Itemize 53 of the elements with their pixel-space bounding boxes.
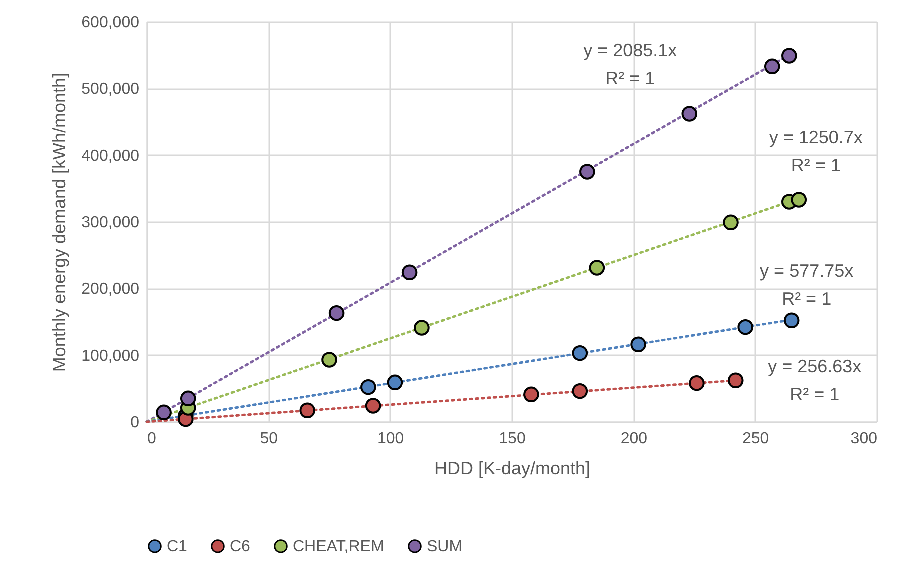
point	[784, 312, 800, 329]
point	[300, 402, 316, 419]
y-tick-label: 300,000	[82, 214, 140, 232]
point	[572, 345, 588, 362]
point	[328, 305, 345, 322]
x-tick-label: 50	[260, 430, 278, 448]
point	[360, 379, 376, 396]
point	[589, 260, 606, 276]
x-tick-label: 250	[742, 430, 770, 448]
point	[365, 398, 382, 414]
x-tick-label: 200	[620, 430, 648, 448]
point	[630, 336, 646, 353]
legend-label: C1	[167, 538, 188, 556]
x-tick-label: 0	[148, 430, 156, 448]
annotation: y = 1250.7x	[769, 128, 863, 148]
legend-label: CHEAT,REM	[293, 538, 384, 556]
annotation: R² = 1	[782, 289, 832, 309]
y-tick-label: 400,000	[82, 148, 140, 165]
point	[791, 192, 808, 208]
point	[728, 372, 744, 389]
x-axis-title: HDD [K-day/month]	[434, 458, 591, 478]
point	[572, 383, 588, 400]
annotation: R² = 1	[791, 156, 841, 176]
y-tick-label: 100,000	[82, 348, 140, 365]
point	[738, 319, 754, 336]
y-tick-label: 0	[130, 414, 140, 432]
x-tick-label: 150	[499, 430, 526, 448]
annotation: y = 256.63x	[768, 356, 862, 377]
point	[322, 352, 338, 368]
annotation: R² = 1	[790, 384, 840, 405]
point	[180, 390, 196, 407]
y-tick-label: 500,000	[82, 81, 140, 98]
point	[764, 58, 780, 75]
annotation: R² = 1	[606, 68, 656, 88]
y-axis-title: Monthly energy demand [kWh/month]	[50, 72, 70, 372]
x-tick-label: 300	[850, 430, 878, 448]
point	[414, 320, 430, 336]
point	[782, 48, 798, 64]
point	[402, 264, 418, 281]
legend-label: C6	[230, 538, 251, 556]
point	[580, 164, 596, 180]
y-tick-label: 600,000	[82, 14, 140, 32]
annotation: y = 577.75x	[760, 261, 854, 281]
y-tick-label: 200,000	[82, 281, 140, 298]
x-tick-label: 100	[377, 430, 404, 448]
point	[723, 214, 739, 231]
point	[387, 374, 404, 391]
legend-label: SUM	[427, 538, 463, 556]
point	[524, 386, 540, 403]
point	[689, 375, 705, 392]
annotation: y = 2085.1x	[584, 40, 678, 60]
point	[156, 404, 172, 421]
point	[682, 106, 698, 122]
